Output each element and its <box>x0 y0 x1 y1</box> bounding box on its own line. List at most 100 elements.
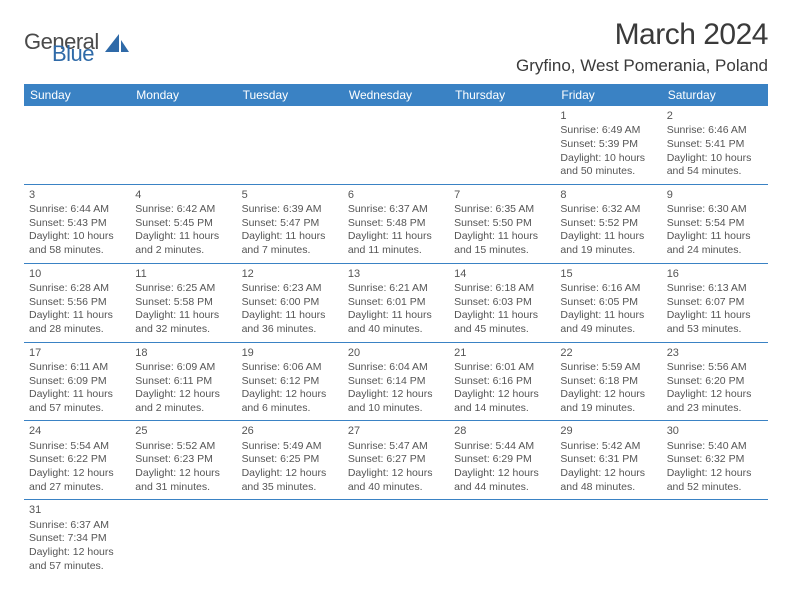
weekday-header: Sunday <box>24 84 130 106</box>
sunset-text: Sunset: 6:25 PM <box>242 453 338 467</box>
calendar-row: 1Sunrise: 6:49 AMSunset: 5:39 PMDaylight… <box>24 106 768 184</box>
day-number: 21 <box>454 346 550 360</box>
daylight-text: and 15 minutes. <box>454 244 550 258</box>
sunset-text: Sunset: 5:41 PM <box>667 138 763 152</box>
sunrise-text: Sunrise: 6:37 AM <box>29 519 125 533</box>
day-number: 4 <box>135 188 231 202</box>
daylight-text: Daylight: 11 hours <box>560 309 656 323</box>
daylight-text: and 40 minutes. <box>348 323 444 337</box>
sunset-text: Sunset: 6:09 PM <box>29 375 125 389</box>
sunrise-text: Sunrise: 6:28 AM <box>29 282 125 296</box>
day-number: 3 <box>29 188 125 202</box>
daylight-text: Daylight: 11 hours <box>454 230 550 244</box>
sunset-text: Sunset: 6:01 PM <box>348 296 444 310</box>
daylight-text: Daylight: 10 hours <box>667 152 763 166</box>
daylight-text: and 40 minutes. <box>348 481 444 495</box>
sunrise-text: Sunrise: 6:25 AM <box>135 282 231 296</box>
calendar-cell: 28Sunrise: 5:44 AMSunset: 6:29 PMDayligh… <box>449 421 555 500</box>
logo-text-blue: Blue <box>52 44 99 64</box>
daylight-text: and 36 minutes. <box>242 323 338 337</box>
weekday-header-row: Sunday Monday Tuesday Wednesday Thursday… <box>24 84 768 106</box>
calendar-cell: 20Sunrise: 6:04 AMSunset: 6:14 PMDayligh… <box>343 342 449 421</box>
sunset-text: Sunset: 6:16 PM <box>454 375 550 389</box>
day-number: 18 <box>135 346 231 360</box>
calendar-cell <box>343 500 449 578</box>
calendar-cell: 6Sunrise: 6:37 AMSunset: 5:48 PMDaylight… <box>343 184 449 263</box>
sunrise-text: Sunrise: 5:40 AM <box>667 440 763 454</box>
daylight-text: and 19 minutes. <box>560 244 656 258</box>
daylight-text: Daylight: 12 hours <box>348 388 444 402</box>
calendar-cell: 14Sunrise: 6:18 AMSunset: 6:03 PMDayligh… <box>449 263 555 342</box>
daylight-text: Daylight: 11 hours <box>242 230 338 244</box>
daylight-text: Daylight: 12 hours <box>29 546 125 560</box>
calendar-cell: 7Sunrise: 6:35 AMSunset: 5:50 PMDaylight… <box>449 184 555 263</box>
calendar-cell: 3Sunrise: 6:44 AMSunset: 5:43 PMDaylight… <box>24 184 130 263</box>
daylight-text: Daylight: 11 hours <box>135 230 231 244</box>
sunset-text: Sunset: 5:47 PM <box>242 217 338 231</box>
sunset-text: Sunset: 6:23 PM <box>135 453 231 467</box>
sunset-text: Sunset: 6:07 PM <box>667 296 763 310</box>
sunrise-text: Sunrise: 6:16 AM <box>560 282 656 296</box>
daylight-text: and 57 minutes. <box>29 402 125 416</box>
sunset-text: Sunset: 5:54 PM <box>667 217 763 231</box>
day-number: 15 <box>560 267 656 281</box>
sunrise-text: Sunrise: 6:42 AM <box>135 203 231 217</box>
sunrise-text: Sunrise: 6:01 AM <box>454 361 550 375</box>
calendar-cell: 16Sunrise: 6:13 AMSunset: 6:07 PMDayligh… <box>662 263 768 342</box>
day-number: 20 <box>348 346 444 360</box>
daylight-text: Daylight: 10 hours <box>560 152 656 166</box>
day-number: 25 <box>135 424 231 438</box>
daylight-text: Daylight: 10 hours <box>29 230 125 244</box>
sunset-text: Sunset: 6:29 PM <box>454 453 550 467</box>
sunset-text: Sunset: 6:18 PM <box>560 375 656 389</box>
sunset-text: Sunset: 5:52 PM <box>560 217 656 231</box>
calendar-cell: 15Sunrise: 6:16 AMSunset: 6:05 PMDayligh… <box>555 263 661 342</box>
weekday-header: Monday <box>130 84 236 106</box>
sunrise-text: Sunrise: 5:42 AM <box>560 440 656 454</box>
day-number: 2 <box>667 109 763 123</box>
daylight-text: and 19 minutes. <box>560 402 656 416</box>
day-number: 27 <box>348 424 444 438</box>
day-number: 30 <box>667 424 763 438</box>
calendar-cell: 23Sunrise: 5:56 AMSunset: 6:20 PMDayligh… <box>662 342 768 421</box>
sunset-text: Sunset: 6:05 PM <box>560 296 656 310</box>
sunset-text: Sunset: 6:11 PM <box>135 375 231 389</box>
sunset-text: Sunset: 6:22 PM <box>29 453 125 467</box>
sunrise-text: Sunrise: 6:32 AM <box>560 203 656 217</box>
sunset-text: Sunset: 6:14 PM <box>348 375 444 389</box>
daylight-text: Daylight: 11 hours <box>242 309 338 323</box>
sunset-text: Sunset: 6:31 PM <box>560 453 656 467</box>
calendar-cell: 26Sunrise: 5:49 AMSunset: 6:25 PMDayligh… <box>237 421 343 500</box>
calendar-cell: 29Sunrise: 5:42 AMSunset: 6:31 PMDayligh… <box>555 421 661 500</box>
daylight-text: and 52 minutes. <box>667 481 763 495</box>
sunrise-text: Sunrise: 6:44 AM <box>29 203 125 217</box>
calendar-cell: 17Sunrise: 6:11 AMSunset: 6:09 PMDayligh… <box>24 342 130 421</box>
sunset-text: Sunset: 5:50 PM <box>454 217 550 231</box>
daylight-text: Daylight: 11 hours <box>29 388 125 402</box>
calendar-cell: 11Sunrise: 6:25 AMSunset: 5:58 PMDayligh… <box>130 263 236 342</box>
calendar-cell: 4Sunrise: 6:42 AMSunset: 5:45 PMDaylight… <box>130 184 236 263</box>
daylight-text: and 49 minutes. <box>560 323 656 337</box>
day-number: 29 <box>560 424 656 438</box>
sunset-text: Sunset: 6:20 PM <box>667 375 763 389</box>
title-location: Gryfino, West Pomerania, Poland <box>516 56 768 76</box>
sunset-text: Sunset: 6:12 PM <box>242 375 338 389</box>
calendar-table: Sunday Monday Tuesday Wednesday Thursday… <box>24 84 768 578</box>
day-number: 8 <box>560 188 656 202</box>
sunrise-text: Sunrise: 6:04 AM <box>348 361 444 375</box>
daylight-text: and 11 minutes. <box>348 244 444 258</box>
daylight-text: Daylight: 12 hours <box>29 467 125 481</box>
daylight-text: and 2 minutes. <box>135 402 231 416</box>
daylight-text: and 2 minutes. <box>135 244 231 258</box>
daylight-text: Daylight: 11 hours <box>454 309 550 323</box>
calendar-cell <box>237 106 343 184</box>
sunset-text: Sunset: 6:32 PM <box>667 453 763 467</box>
day-number: 7 <box>454 188 550 202</box>
daylight-text: Daylight: 12 hours <box>667 467 763 481</box>
day-number: 9 <box>667 188 763 202</box>
sunset-text: Sunset: 5:56 PM <box>29 296 125 310</box>
day-number: 28 <box>454 424 550 438</box>
calendar-cell <box>24 106 130 184</box>
day-number: 5 <box>242 188 338 202</box>
sunset-text: Sunset: 5:45 PM <box>135 217 231 231</box>
